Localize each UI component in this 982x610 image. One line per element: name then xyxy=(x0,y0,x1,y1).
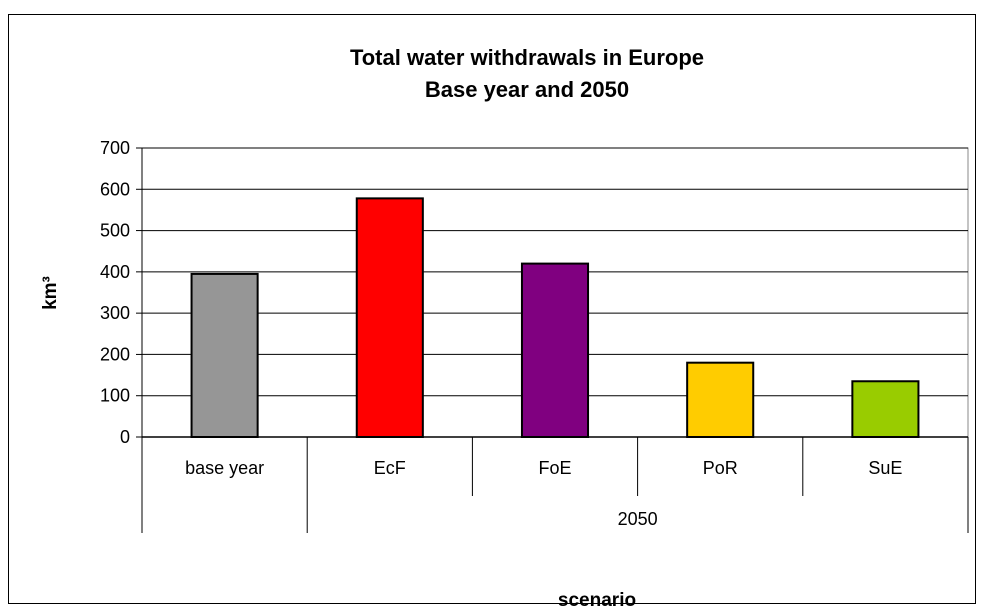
y-tick-label: 300 xyxy=(100,303,130,323)
chart-subtitle: Base year and 2050 xyxy=(425,77,629,102)
x-axis: base year EcF FoE PoR SuE 2050 xyxy=(141,436,969,533)
x-category-label: base year xyxy=(185,458,264,478)
y-tick-label: 500 xyxy=(100,221,130,241)
x-category-label: PoR xyxy=(703,458,738,478)
y-axis: 0 100 200 300 400 500 600 700 xyxy=(100,138,143,447)
bars xyxy=(190,197,920,438)
x-group-label: 2050 xyxy=(618,509,658,529)
bar-base-year xyxy=(190,272,259,438)
y-axis-title: km³ xyxy=(40,276,61,310)
y-tick-label: 0 xyxy=(120,427,130,447)
y-tick-label: 600 xyxy=(100,179,130,199)
y-tick-label: 100 xyxy=(100,386,130,406)
x-category-label: FoE xyxy=(538,458,571,478)
y-tick-label: 200 xyxy=(100,344,130,364)
x-category-label: SuE xyxy=(868,458,902,478)
chart-title: Total water withdrawals in Europe xyxy=(350,45,704,70)
y-tick-label: 700 xyxy=(100,138,130,158)
y-tick-label: 400 xyxy=(100,262,130,282)
bar-foe xyxy=(520,262,590,438)
bar-ecf xyxy=(355,197,424,438)
bar-sue xyxy=(851,380,920,438)
bar-por xyxy=(686,361,755,438)
x-category-label: EcF xyxy=(374,458,406,478)
x-axis-title: scenario xyxy=(558,590,636,610)
